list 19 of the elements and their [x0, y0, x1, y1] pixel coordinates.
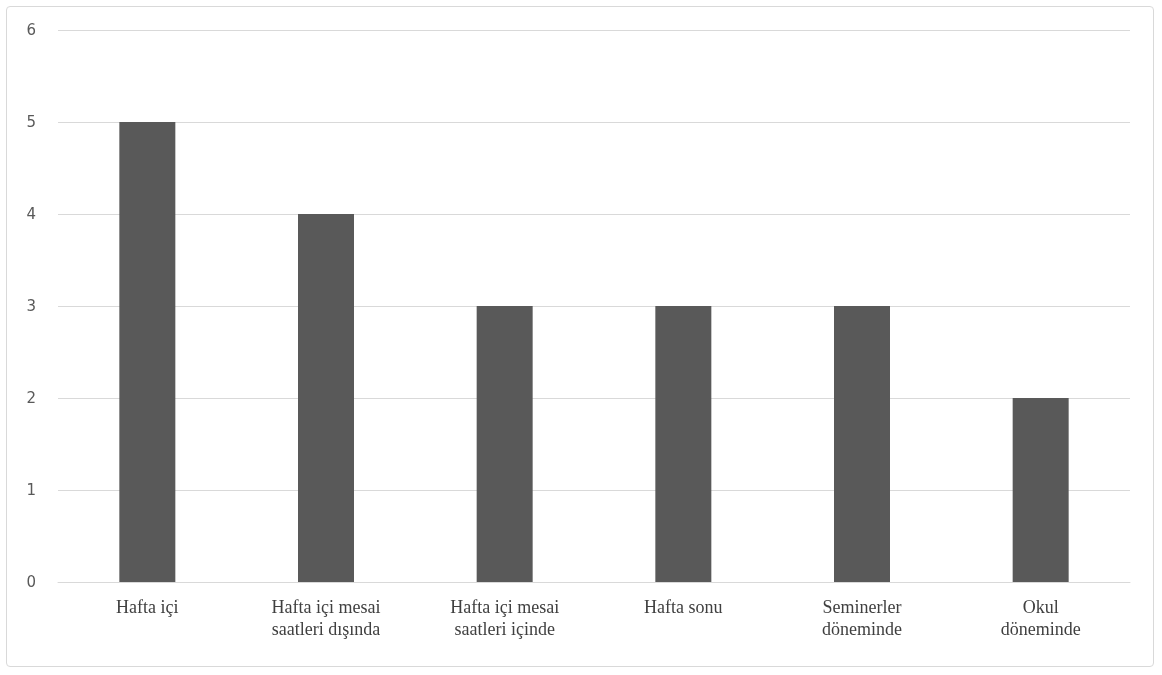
bar	[476, 306, 533, 582]
y-tick-label: 4	[26, 205, 36, 223]
y-tick-label: 5	[26, 113, 36, 131]
bar	[1012, 398, 1069, 582]
y-tick-label: 1	[26, 481, 36, 499]
bar	[834, 306, 890, 582]
y-tick-label: 6	[26, 21, 36, 39]
x-tick-label: Hafta sonu	[644, 597, 723, 617]
y-tick-label: 3	[26, 297, 36, 315]
x-tick-label: Okul döneminde	[1000, 597, 1081, 639]
y-tick-label: 2	[26, 389, 36, 407]
x-tick-label: Seminerler döneminde	[822, 597, 902, 639]
x-tick-label: Hafta içi	[116, 597, 179, 617]
bar	[119, 122, 176, 582]
bar	[655, 306, 712, 582]
x-tick-label: Hafta içi mesai saatleri dışında	[271, 597, 381, 639]
y-tick-label: 0	[26, 573, 36, 591]
bar	[298, 214, 354, 582]
x-tick-label: Hafta içi mesai saatleri içinde	[450, 597, 560, 639]
